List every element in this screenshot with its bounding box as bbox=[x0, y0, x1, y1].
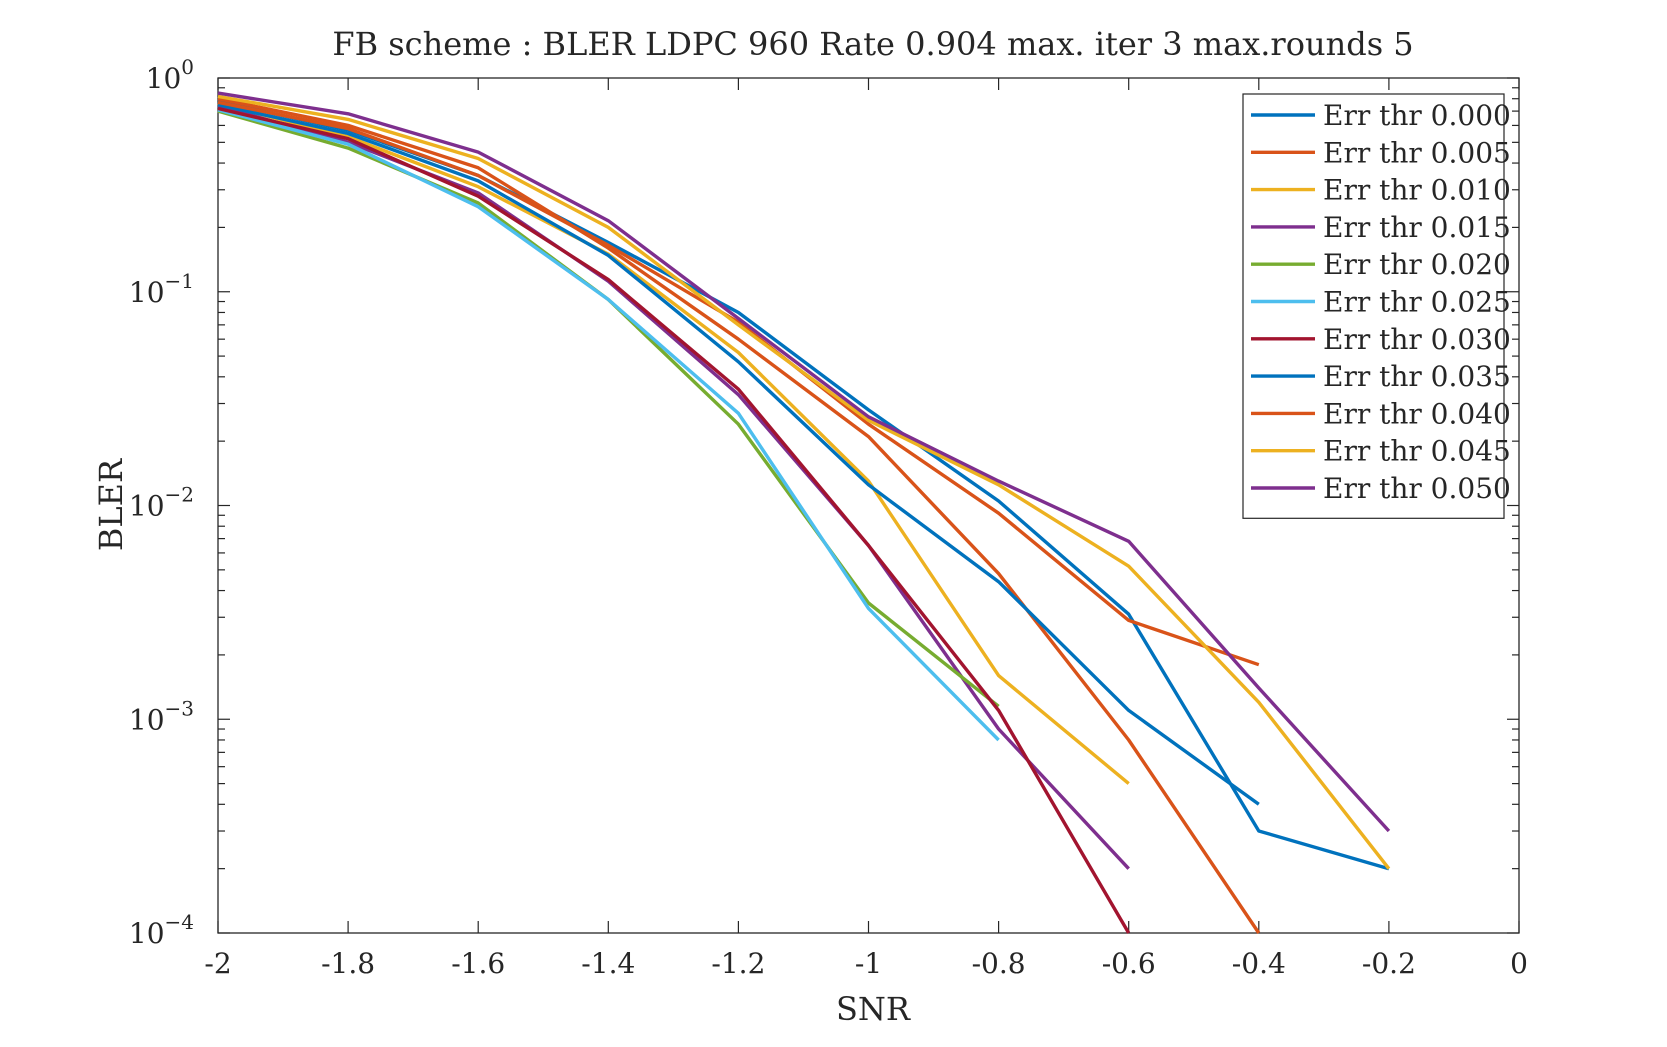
x-tick-label: -1.2 bbox=[711, 947, 765, 980]
series-line-7 bbox=[217, 103, 1260, 806]
series-line-3 bbox=[217, 104, 1130, 870]
legend-entry: Err thr 0.015 bbox=[1323, 211, 1511, 244]
x-tick-label: -1.6 bbox=[451, 947, 505, 980]
legend: Err thr 0.000 Err thr 0.005 Err thr 0.010 E… bbox=[1242, 93, 1511, 519]
series-line-5 bbox=[217, 108, 1000, 742]
x-tick-label: -0.8 bbox=[972, 947, 1026, 980]
y-tick-label: 10−4 bbox=[129, 910, 194, 950]
x-tick-label: -2 bbox=[204, 947, 231, 980]
y-axis-label: BLER bbox=[92, 458, 130, 551]
legend-entry: Err thr 0.035 bbox=[1323, 360, 1511, 393]
legend-entry: Err thr 0.050 bbox=[1323, 472, 1511, 505]
legend-entry: Err thr 0.010 bbox=[1323, 174, 1511, 207]
series-line-1 bbox=[217, 97, 1261, 934]
x-axis-label: SNR bbox=[836, 990, 911, 1028]
legend-entry: Err thr 0.005 bbox=[1323, 136, 1511, 169]
legend-entry: Err thr 0.040 bbox=[1323, 397, 1511, 430]
y-tick-label: 10−2 bbox=[129, 483, 194, 523]
series-line-6 bbox=[217, 106, 1131, 934]
y-tick-label: 10−3 bbox=[129, 696, 194, 736]
y-tick-label: 100 bbox=[146, 55, 194, 95]
x-tick-label: -0.4 bbox=[1232, 947, 1286, 980]
y-tick-label: 10−1 bbox=[129, 269, 194, 309]
legend-entry: Err thr 0.020 bbox=[1323, 248, 1511, 281]
x-tick-label: -1 bbox=[855, 947, 882, 980]
x-tick-label: 0 bbox=[1510, 947, 1528, 980]
series-line-9 bbox=[217, 94, 1391, 870]
legend-box bbox=[1242, 93, 1505, 519]
series-line-10 bbox=[217, 91, 1391, 833]
legend-entry: Err thr 0.030 bbox=[1323, 323, 1511, 356]
legend-entry: Err thr 0.000 bbox=[1323, 99, 1511, 132]
x-tick-label: -0.6 bbox=[1102, 947, 1156, 980]
series-line-8 bbox=[217, 100, 1260, 667]
x-tick-label: -1.8 bbox=[321, 947, 375, 980]
plot-area: -2 -1.8 -1.6 -1.4 -1.2 -1 -0.8 -0.6 -0.4 -0.2 0 100… bbox=[129, 55, 1528, 980]
x-tick-label: -1.4 bbox=[581, 947, 635, 980]
legend-entry: Err thr 0.045 bbox=[1323, 435, 1511, 468]
chart-title: FB scheme : BLER LDPC 960 Rate 0.904 max… bbox=[332, 25, 1413, 63]
x-tick-label: -0.2 bbox=[1362, 947, 1416, 980]
legend-entry: Err thr 0.025 bbox=[1323, 286, 1511, 319]
series-line-2 bbox=[217, 101, 1130, 785]
